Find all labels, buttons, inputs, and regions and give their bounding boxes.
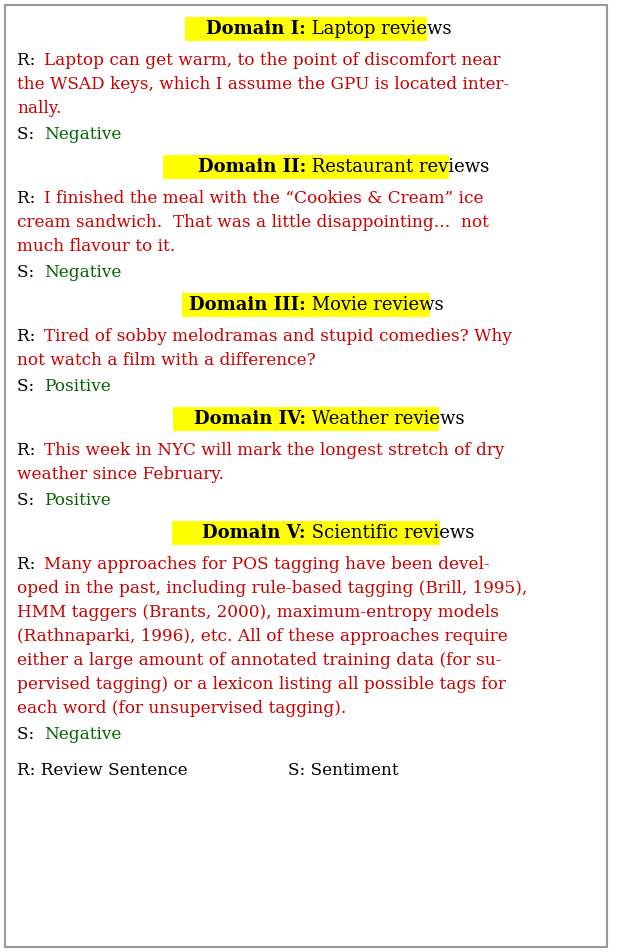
Text: R:: R: [17,190,41,207]
Text: the WSAD keys, which I assume the GPU is located inter-: the WSAD keys, which I assume the GPU is… [17,76,509,93]
Text: Domain I:: Domain I: [206,20,306,38]
Text: Domain IV:: Domain IV: [194,410,306,428]
Text: Weather reviews: Weather reviews [306,410,465,428]
Text: cream sandwich.  That was a little disappointing...  not: cream sandwich. That was a little disapp… [17,214,489,231]
Text: Restaurant reviews: Restaurant reviews [306,158,489,176]
Text: nally.: nally. [17,100,61,117]
Text: either a large amount of annotated training data (for su-: either a large amount of annotated train… [17,652,502,669]
Text: Domain IV: Weather reviews: Domain IV: Weather reviews [176,410,436,428]
Text: Positive: Positive [44,492,111,509]
Text: Domain V:: Domain V: [202,524,306,542]
Text: Domain III:: Domain III: [189,296,306,314]
Text: S:: S: [17,726,40,743]
Text: much flavour to it.: much flavour to it. [17,238,175,255]
Text: (Rathnaparki, 1996), etc. All of these approaches require: (Rathnaparki, 1996), etc. All of these a… [17,628,508,645]
Text: R:: R: [17,328,41,345]
Text: This week in NYC will mark the longest stretch of dry: This week in NYC will mark the longest s… [44,442,504,459]
Text: R:: R: [17,556,41,573]
Text: Many approaches for POS tagging have been devel-: Many approaches for POS tagging have bee… [44,556,490,573]
Text: Movie reviews: Movie reviews [306,296,444,314]
Text: Positive: Positive [44,378,111,395]
Text: S:: S: [17,492,40,509]
Text: S:: S: [17,264,40,281]
Text: Scientific reviews: Scientific reviews [306,524,474,542]
Text: R: Review Sentence: R: Review Sentence [17,762,188,779]
Text: each word (for unsupervised tagging).: each word (for unsupervised tagging). [17,700,347,717]
Text: S: Sentiment: S: Sentiment [287,762,398,779]
Text: not watch a film with a difference?: not watch a film with a difference? [17,352,316,369]
Text: Negative: Negative [44,126,122,143]
Text: Laptop reviews: Laptop reviews [306,20,451,38]
Text: oped in the past, including rule-based tagging (Brill, 1995),: oped in the past, including rule-based t… [17,580,527,597]
Text: R:: R: [17,442,41,459]
Text: Laptop can get warm, to the point of discomfort near: Laptop can get warm, to the point of dis… [44,52,500,69]
Text: Domain V: Scientific reviews: Domain V: Scientific reviews [175,524,437,542]
Text: Domain I: Laptop reviews: Domain I: Laptop reviews [188,20,424,38]
Text: I finished the meal with the “Cookies & Cream” ice: I finished the meal with the “Cookies & … [44,190,483,207]
Text: Negative: Negative [44,726,122,743]
Text: Tired of sobby melodramas and stupid comedies? Why: Tired of sobby melodramas and stupid com… [44,328,512,345]
Text: S:: S: [17,378,40,395]
Text: weather since February.: weather since February. [17,466,224,483]
Text: R:: R: [17,52,41,69]
Text: pervised tagging) or a lexicon listing all possible tags for: pervised tagging) or a lexicon listing a… [17,676,506,693]
Text: Domain II:: Domain II: [198,158,306,176]
Text: HMM taggers (Brants, 2000), maximum-entropy models: HMM taggers (Brants, 2000), maximum-entr… [17,604,499,621]
Text: Negative: Negative [44,264,122,281]
Text: Domain II: Restaurant reviews: Domain II: Restaurant reviews [166,158,446,176]
Text: Domain III: Movie reviews: Domain III: Movie reviews [186,296,426,314]
Text: S:: S: [17,126,40,143]
